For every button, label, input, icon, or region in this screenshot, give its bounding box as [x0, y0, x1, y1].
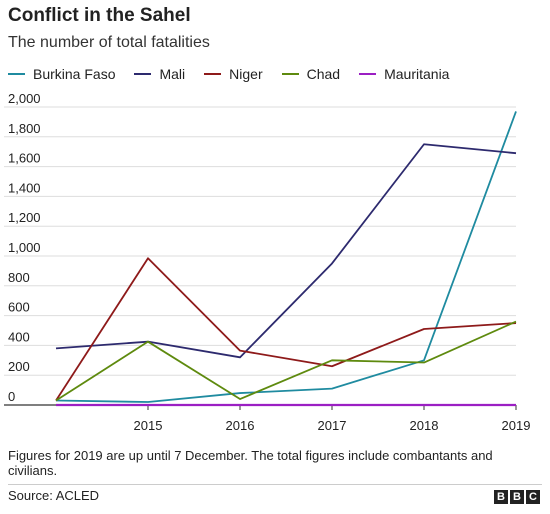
y-tick-label: 0: [8, 389, 15, 404]
y-tick-label: 600: [8, 300, 30, 315]
y-tick-label: 400: [8, 329, 30, 344]
series-line-burkina-faso: [55, 111, 517, 403]
legend-label-niger: Niger: [229, 66, 263, 82]
x-tick-label: 2018: [410, 418, 439, 433]
x-axis-tick-labels: 2015 2016 2017 2018 2019: [134, 405, 531, 433]
chart-subtitle: The number of total fatalities: [8, 34, 210, 51]
logo-letter: B: [510, 490, 524, 504]
footnote: Figures for 2019 are up until 7 December…: [8, 448, 493, 478]
legend-item-chad: Chad: [281, 66, 341, 82]
series-line-chad: [55, 320, 517, 402]
legend-label-burkina-faso: Burkina Faso: [33, 66, 116, 82]
x-tick-label: 2016: [226, 418, 255, 433]
legend-swatch-mauritania: [359, 73, 377, 75]
y-tick-label: 2,000: [8, 92, 41, 106]
line-chart: 2,000 1,800 1,600 1,400 1,200 1,000 800 600 400 2…: [4, 92, 531, 433]
x-tick-label: 2017: [318, 418, 347, 433]
chart-title: Conflict in the Sahel: [8, 5, 191, 26]
legend-swatch-chad: [281, 73, 299, 75]
legend-label-mauritania: Mauritania: [384, 66, 450, 82]
logo-letter: B: [494, 490, 508, 504]
legend-item-burkina-faso: Burkina Faso: [8, 66, 115, 82]
legend-swatch-niger: [204, 73, 222, 75]
legend-item-niger: Niger: [204, 66, 263, 82]
y-tick-label: 1,600: [8, 151, 41, 166]
y-tick-label: 1,200: [8, 210, 41, 225]
legend-item-mauritania: Mauritania: [359, 66, 449, 82]
series-lines: [55, 111, 517, 407]
bbc-logo: B B C: [492, 490, 540, 504]
y-tick-label: 800: [8, 270, 30, 285]
legend-label-chad: Chad: [306, 66, 341, 82]
legend-swatch-burkina-faso: [8, 73, 25, 75]
y-tick-label: 1,400: [8, 180, 41, 195]
x-tick-label: 2019: [502, 418, 531, 433]
y-tick-label: 1,800: [8, 121, 41, 136]
y-tick-label: 1,000: [8, 240, 41, 255]
source-label: Source: ACLED: [8, 488, 100, 503]
y-tick-label: 200: [8, 359, 30, 374]
y-axis-tick-labels: 2,000 1,800 1,600 1,400 1,200 1,000 800 600 400 2…: [8, 92, 41, 404]
legend-label-mali: Mali: [159, 66, 186, 82]
chart-legend: Burkina Faso Mali Niger Chad Mauritania: [8, 66, 468, 82]
legend-item-mali: Mali: [134, 66, 185, 82]
series-line-mali: [55, 143, 517, 359]
footer-divider: [8, 484, 542, 485]
series-line-niger: [55, 257, 517, 402]
legend-swatch-mali: [134, 73, 152, 75]
gridlines: [4, 106, 516, 406]
x-tick-label: 2015: [134, 418, 163, 433]
logo-letter: C: [526, 490, 540, 504]
